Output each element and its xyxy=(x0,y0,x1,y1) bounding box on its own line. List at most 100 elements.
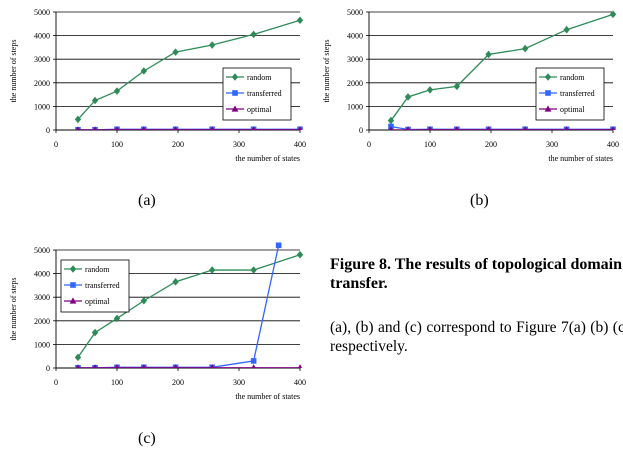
data-point-random xyxy=(296,16,304,25)
data-point-random xyxy=(208,41,216,49)
chart-b: 0 1000 2000 3000 4000 5000 0 100 200 300 400 the nu… xyxy=(322,8,619,163)
legend-label-random: random xyxy=(247,73,272,82)
y-tick-label: 0 xyxy=(359,126,363,135)
legend-label-random: random xyxy=(85,265,110,274)
x-tick-label: 200 xyxy=(172,140,184,149)
y-tick-label: 4000 xyxy=(347,32,363,41)
figure-title: Figure 8. The results of topological dom… xyxy=(330,256,623,292)
panel-label-c: (c) xyxy=(138,430,156,447)
data-point-random xyxy=(113,87,121,95)
x-tick-label: 0 xyxy=(54,378,58,387)
data-point-random xyxy=(296,250,304,259)
y-tick-label: 2000 xyxy=(34,79,50,88)
data-point-optimal xyxy=(210,126,215,130)
y-tick-label: 3000 xyxy=(34,55,50,64)
x-tick-label: 0 xyxy=(54,140,58,149)
x-tick-label: 200 xyxy=(485,140,497,149)
data-point-random xyxy=(208,266,216,274)
legend-label-random: random xyxy=(560,73,585,82)
data-point-random xyxy=(140,296,148,305)
data-point-optimal xyxy=(251,126,256,130)
data-point-optimal xyxy=(141,364,146,368)
chart-c: 0 1000 2000 3000 4000 5000 0 100 200 300 400 the nu… xyxy=(9,242,306,401)
data-point-random xyxy=(426,86,434,94)
x-tick-label: 300 xyxy=(546,140,558,149)
y-tick-label: 1000 xyxy=(34,102,50,111)
data-point-optimal xyxy=(141,126,146,130)
data-point-transferred xyxy=(250,358,257,364)
data-point-random xyxy=(404,93,412,101)
data-point-optimal xyxy=(210,364,215,368)
legend-marker-random xyxy=(544,73,552,81)
data-point-random xyxy=(521,44,529,53)
data-point-optimal xyxy=(251,364,256,368)
data-point-optimal xyxy=(75,364,80,368)
data-point-random xyxy=(74,115,82,124)
legend-marker-transferred xyxy=(232,90,238,96)
legend-marker-optimal xyxy=(544,105,552,112)
figure-caption: (a), (b) and (c) correspond to Figure 7(… xyxy=(330,319,623,355)
data-point-random xyxy=(387,116,395,125)
data-point-random xyxy=(609,10,617,19)
data-point-optimal xyxy=(406,126,411,130)
legend-marker-random xyxy=(231,73,239,81)
y-tick-label: 5000 xyxy=(34,246,50,255)
x-axis-label: the number of states xyxy=(235,392,300,401)
data-point-optimal xyxy=(297,364,303,368)
data-point-optimal xyxy=(564,126,569,130)
legend-marker-transferred xyxy=(545,90,551,96)
legend-marker-optimal xyxy=(231,105,239,112)
data-point-optimal xyxy=(388,126,393,130)
x-axis-label: the number of states xyxy=(548,154,613,163)
data-point-optimal xyxy=(93,364,98,368)
y-axis-label: the number of steps xyxy=(9,278,18,341)
y-tick-label: 5000 xyxy=(347,8,363,17)
data-point-optimal xyxy=(610,126,616,130)
x-tick-label: 0 xyxy=(367,140,371,149)
data-point-random xyxy=(250,266,257,274)
y-tick-label: 2000 xyxy=(34,317,50,326)
x-tick-label: 200 xyxy=(172,378,184,387)
y-axis-label: the number of steps xyxy=(9,40,18,103)
chart-a: 0 1000 2000 3000 4000 5000 0 100 200 300 400 the nu… xyxy=(9,8,306,163)
series-line-transferred xyxy=(390,125,613,130)
y-tick-label: 4000 xyxy=(34,270,50,279)
data-point-optimal xyxy=(114,364,120,368)
data-point-optimal xyxy=(523,126,528,130)
data-point-random xyxy=(91,96,99,105)
data-point-random xyxy=(172,48,179,56)
y-tick-label: 1000 xyxy=(347,102,363,111)
y-tick-label: 1000 xyxy=(34,340,50,349)
data-point-optimal xyxy=(297,126,303,130)
data-point-optimal xyxy=(93,126,98,130)
y-tick-label: 4000 xyxy=(34,32,50,41)
plot-area xyxy=(74,16,304,130)
y-tick-label: 0 xyxy=(46,364,50,373)
data-point-random xyxy=(172,278,179,286)
data-point-optimal xyxy=(454,126,459,130)
data-point-optimal xyxy=(114,126,120,130)
legend-marker-optimal xyxy=(69,297,77,304)
series-line-random xyxy=(77,254,301,358)
data-point-random xyxy=(250,30,257,39)
data-point-random xyxy=(563,25,570,34)
legend-label-optimal: optimal xyxy=(560,105,585,114)
data-point-optimal xyxy=(427,126,433,130)
x-tick-label: 100 xyxy=(424,140,436,149)
y-tick-label: 0 xyxy=(46,126,50,135)
legend-label-optimal: optimal xyxy=(247,105,272,114)
x-tick-label: 100 xyxy=(111,140,123,149)
legend-label-transferred: transferred xyxy=(85,281,120,290)
legend-label-transferred: transferred xyxy=(247,89,282,98)
legend-label-optimal: optimal xyxy=(85,297,110,306)
data-point-transferred xyxy=(275,242,282,249)
data-point-random xyxy=(113,314,121,323)
legend-marker-random xyxy=(69,265,77,273)
panel-label-a: (a) xyxy=(138,192,156,209)
y-tick-label: 5000 xyxy=(34,8,50,17)
x-axis-label: the number of states xyxy=(235,154,300,163)
series-line-random xyxy=(390,13,614,121)
data-point-random xyxy=(74,353,82,362)
x-tick-label: 400 xyxy=(607,140,619,149)
y-axis-label: the number of steps xyxy=(322,40,331,103)
